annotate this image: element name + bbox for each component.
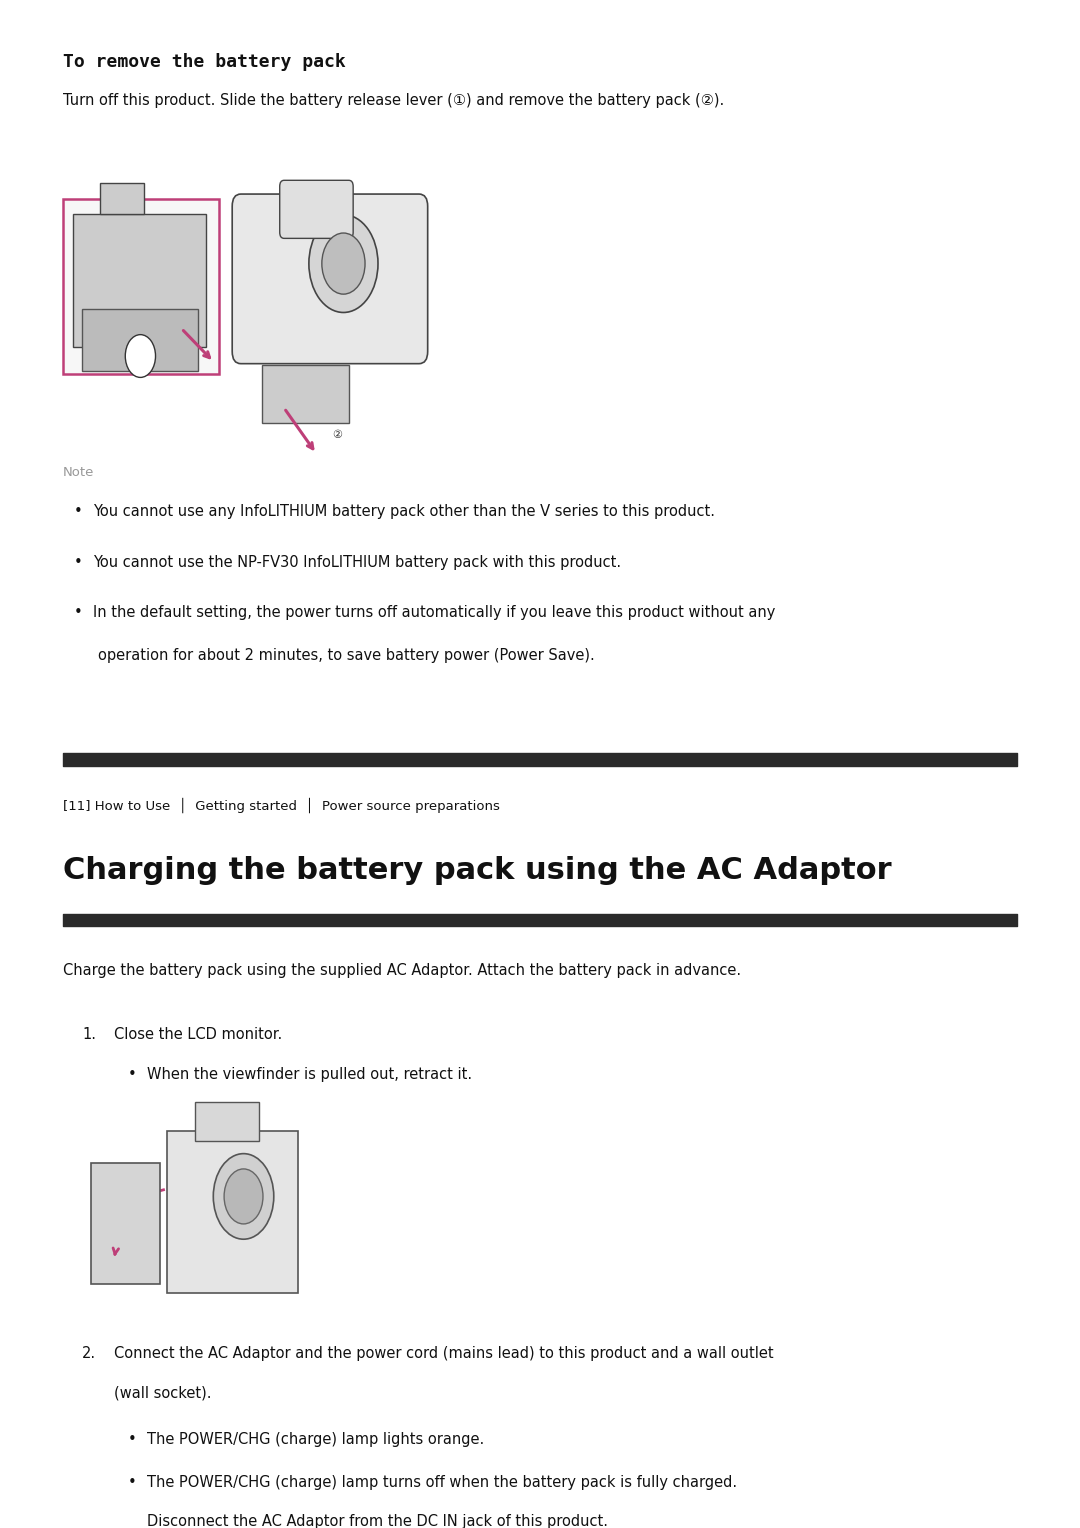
Text: 1.: 1. bbox=[82, 1027, 96, 1042]
FancyBboxPatch shape bbox=[195, 1102, 259, 1141]
Text: The POWER/CHG (charge) lamp turns off when the battery pack is fully charged.: The POWER/CHG (charge) lamp turns off wh… bbox=[147, 1475, 737, 1490]
Text: You cannot use any InfoLITHIUM battery pack other than the V series to this prod: You cannot use any InfoLITHIUM battery p… bbox=[93, 504, 715, 520]
Text: 2.: 2. bbox=[82, 1346, 96, 1361]
Text: •: • bbox=[127, 1475, 136, 1490]
Text: The POWER/CHG (charge) lamp lights orange.: The POWER/CHG (charge) lamp lights orang… bbox=[147, 1432, 484, 1447]
Text: Note: Note bbox=[63, 466, 94, 480]
Text: (wall socket).: (wall socket). bbox=[114, 1386, 212, 1401]
Text: You cannot use the NP-FV30 InfoLITHIUM battery pack with this product.: You cannot use the NP-FV30 InfoLITHIUM b… bbox=[93, 555, 621, 570]
Circle shape bbox=[125, 335, 156, 377]
FancyBboxPatch shape bbox=[262, 365, 349, 423]
FancyBboxPatch shape bbox=[63, 199, 219, 374]
FancyBboxPatch shape bbox=[232, 194, 428, 364]
Circle shape bbox=[225, 1169, 264, 1224]
Text: Turn off this product. Slide the battery release lever (①) and remove the batter: Turn off this product. Slide the battery… bbox=[63, 93, 724, 108]
FancyBboxPatch shape bbox=[100, 183, 144, 214]
Text: Disconnect the AC Adaptor from the DC IN jack of this product.: Disconnect the AC Adaptor from the DC IN… bbox=[147, 1514, 608, 1528]
Text: Charge the battery pack using the supplied AC Adaptor. Attach the battery pack i: Charge the battery pack using the suppli… bbox=[63, 963, 741, 978]
FancyBboxPatch shape bbox=[82, 309, 198, 371]
Text: •: • bbox=[127, 1067, 136, 1082]
Circle shape bbox=[309, 214, 378, 312]
Text: [11] How to Use  │  Getting started  │  Power source preparations: [11] How to Use │ Getting started │ Powe… bbox=[63, 798, 500, 813]
Text: Close the LCD monitor.: Close the LCD monitor. bbox=[114, 1027, 283, 1042]
FancyBboxPatch shape bbox=[73, 214, 206, 347]
Text: ②: ② bbox=[333, 431, 342, 440]
Circle shape bbox=[214, 1154, 274, 1239]
Text: •: • bbox=[73, 555, 82, 570]
Text: Charging the battery pack using the AC Adaptor: Charging the battery pack using the AC A… bbox=[63, 856, 891, 885]
FancyBboxPatch shape bbox=[167, 1131, 298, 1293]
Text: •: • bbox=[73, 504, 82, 520]
Text: •: • bbox=[127, 1432, 136, 1447]
Text: •: • bbox=[73, 605, 82, 620]
FancyBboxPatch shape bbox=[280, 180, 353, 238]
Text: To remove the battery pack: To remove the battery pack bbox=[63, 53, 346, 72]
Text: When the viewfinder is pulled out, retract it.: When the viewfinder is pulled out, retra… bbox=[147, 1067, 472, 1082]
Text: Connect the AC Adaptor and the power cord (mains lead) to this product and a wal: Connect the AC Adaptor and the power cor… bbox=[114, 1346, 774, 1361]
Circle shape bbox=[322, 232, 365, 293]
Text: ①: ① bbox=[136, 342, 145, 351]
Text: operation for about 2 minutes, to save battery power (Power Save).: operation for about 2 minutes, to save b… bbox=[98, 648, 595, 663]
FancyBboxPatch shape bbox=[91, 1163, 160, 1284]
Text: In the default setting, the power turns off automatically if you leave this prod: In the default setting, the power turns … bbox=[93, 605, 775, 620]
